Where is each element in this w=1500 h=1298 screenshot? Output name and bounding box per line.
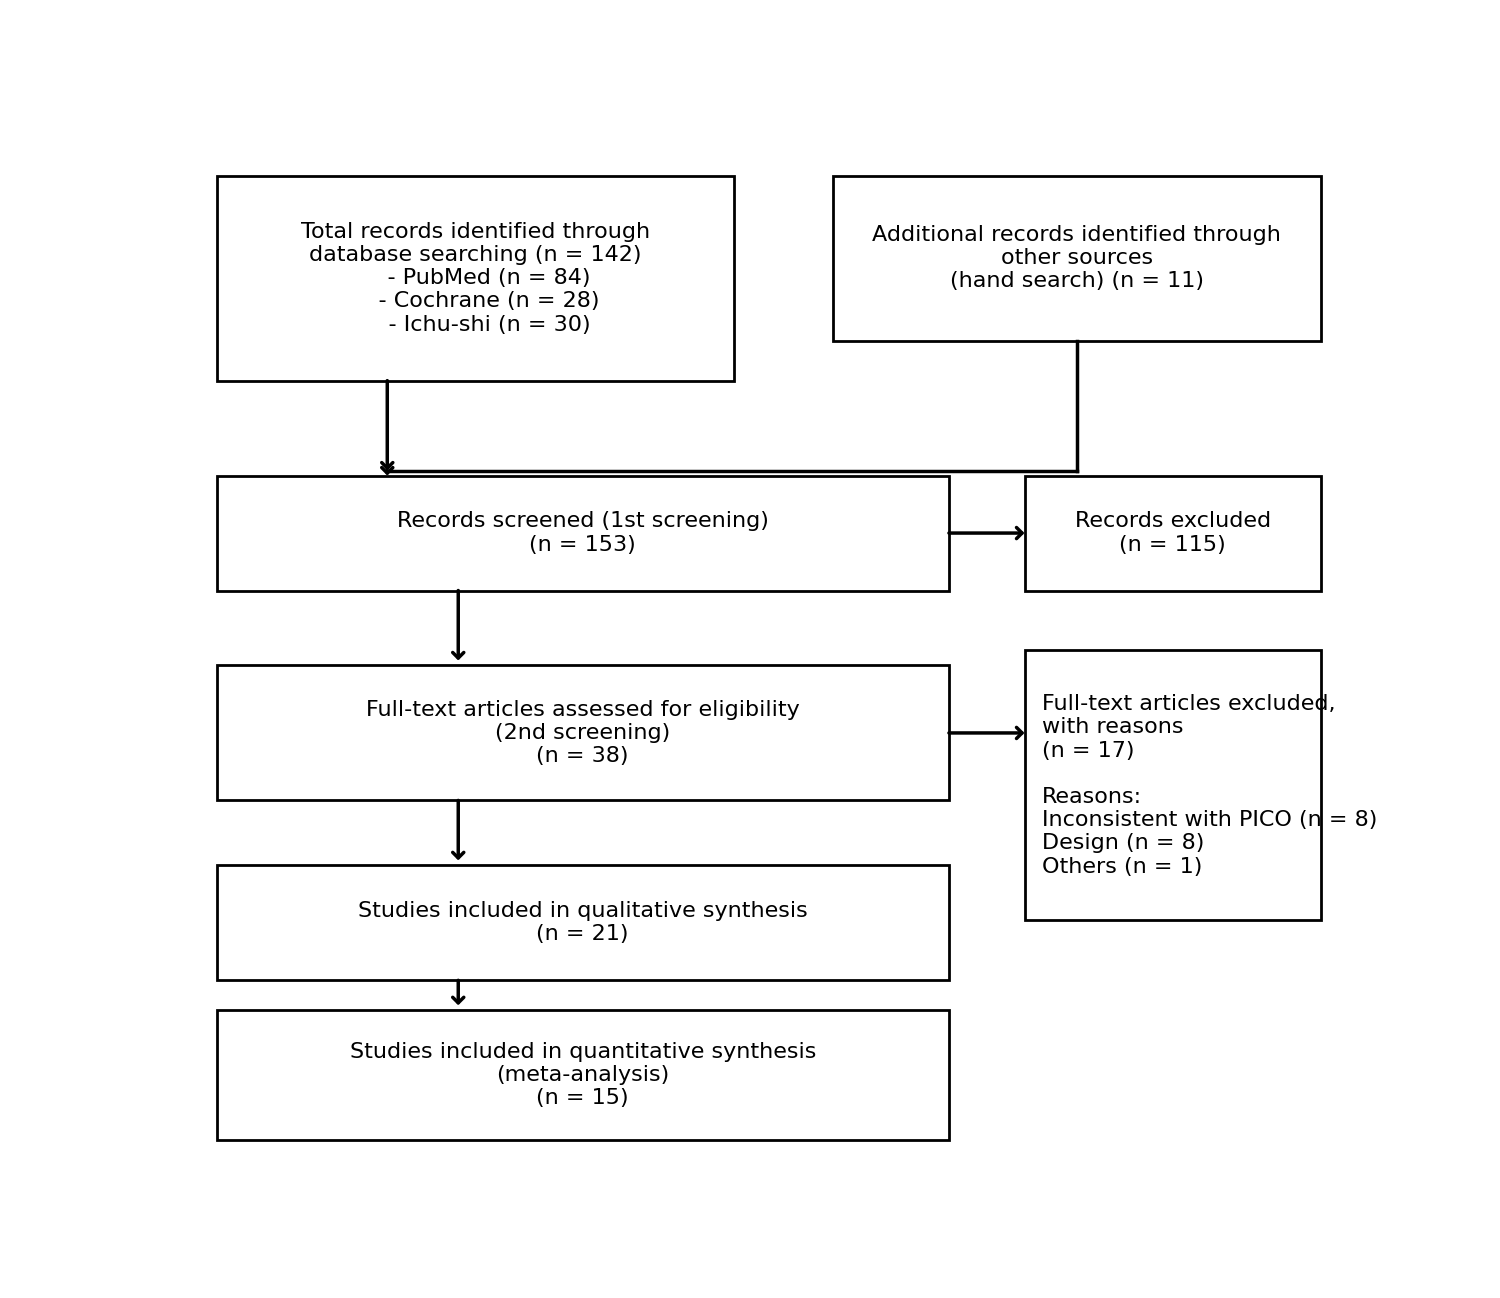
Bar [216, 866, 950, 980]
Bar [216, 475, 950, 591]
Bar [216, 666, 950, 801]
Bar [216, 1010, 950, 1140]
Text: Records screened (1st screening)
(n = 153): Records screened (1st screening) (n = 15… [398, 511, 768, 554]
Text: Full-text articles assessed for eligibility
(2nd screening)
(n = 38): Full-text articles assessed for eligibil… [366, 700, 800, 766]
Bar [833, 175, 1322, 340]
Bar [1024, 475, 1322, 591]
Text: Studies included in quantitative synthesis
(meta-analysis)
(n = 15): Studies included in quantitative synthes… [350, 1042, 816, 1108]
Bar [1024, 650, 1322, 920]
Bar [216, 175, 734, 380]
Text: Additional records identified through
other sources
(hand search) (n = 11): Additional records identified through ot… [873, 225, 1281, 292]
Text: Studies included in qualitative synthesis
(n = 21): Studies included in qualitative synthesi… [358, 901, 807, 945]
Text: Full-text articles excluded,
with reasons
(n = 17)

Reasons:
Inconsistent with P: Full-text articles excluded, with reason… [1042, 694, 1377, 876]
Text: Records excluded
(n = 115): Records excluded (n = 115) [1074, 511, 1270, 554]
Text: Total records identified through
database searching (n = 142)
    - PubMed (n = : Total records identified through databas… [300, 222, 650, 335]
